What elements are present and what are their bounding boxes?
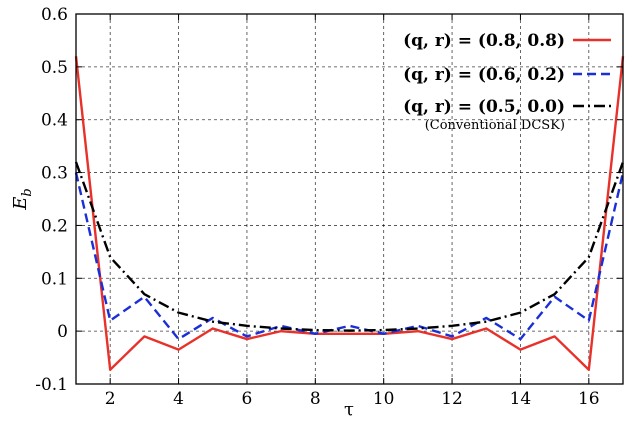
y-tick-label: 0.4 bbox=[41, 111, 68, 131]
legend-label-1: (q, r) = (0.8, 0.8) bbox=[403, 31, 565, 51]
y-axis-label: Eb bbox=[10, 188, 35, 210]
series-lines bbox=[74, 56, 625, 371]
x-tick-label: 14 bbox=[510, 389, 532, 409]
plot-background bbox=[76, 14, 623, 384]
legend: (q, r) = (0.8, 0.8) (q, r) = (0.6, 0.2) (q… bbox=[403, 31, 611, 133]
plot-frame bbox=[75, 13, 624, 385]
legend-label-3: (q, r) = (0.5, 0.0) bbox=[403, 97, 565, 117]
y-tick-label: -0.1 bbox=[35, 375, 68, 395]
axis-ticks: 2 4 6 8 10 12 14 16 -0.1 0 0.1 0.2 0.3 0.4 0.5 0.6 bbox=[35, 5, 623, 409]
series-line-1 bbox=[74, 56, 625, 371]
y-tick-label: 0.2 bbox=[41, 216, 68, 236]
y-axis-label-text: Eb bbox=[10, 188, 35, 210]
legend-note: (Conventional DCSK) bbox=[425, 118, 565, 133]
series-line-3 bbox=[74, 161, 625, 332]
y-tick-label: 0 bbox=[57, 322, 68, 342]
x-tick-label: 2 bbox=[105, 389, 116, 409]
y-tick-label: 0.1 bbox=[41, 269, 68, 289]
x-tick-label: 8 bbox=[310, 389, 321, 409]
x-tick-label: 16 bbox=[578, 389, 600, 409]
x-tick-label: 12 bbox=[441, 389, 463, 409]
x-axis-label: τ bbox=[344, 399, 354, 420]
y-tick-label: 0.3 bbox=[41, 164, 68, 184]
x-tick-label: 10 bbox=[373, 389, 395, 409]
x-tick-label: 4 bbox=[173, 389, 184, 409]
y-tick-label: 0.5 bbox=[41, 58, 68, 78]
y-tick-label: 0.6 bbox=[41, 5, 68, 25]
grid-lines bbox=[76, 14, 623, 384]
x-tick-label: 6 bbox=[242, 389, 253, 409]
series-line-2 bbox=[74, 172, 625, 341]
legend-label-2: (q, r) = (0.6, 0.2) bbox=[403, 65, 565, 85]
